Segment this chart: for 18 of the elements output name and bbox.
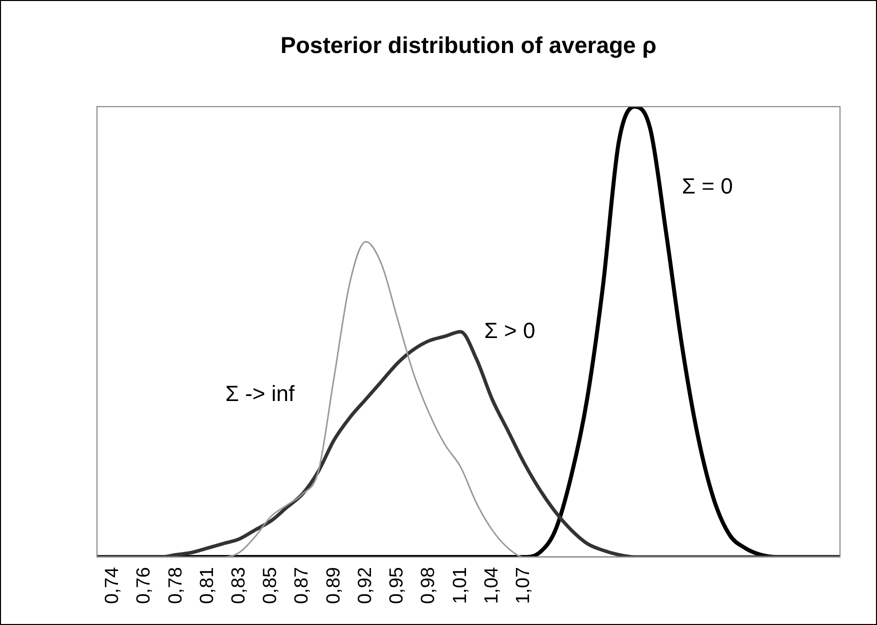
x-tick-label: 0,95 xyxy=(386,567,408,604)
x-tick-label: 0,89 xyxy=(323,567,344,604)
x-tick-label: 1,04 xyxy=(481,566,502,604)
x-tick-label: 0,87 xyxy=(292,567,313,604)
x-tick-label: 0,74 xyxy=(102,566,124,604)
x-tick-label: 0,98 xyxy=(418,567,440,604)
x-tick-label: 1,07 xyxy=(513,567,534,604)
series-label: Σ = 0 xyxy=(682,174,733,199)
x-tick-label: 0,76 xyxy=(134,567,155,604)
x-tick-label: 0,92 xyxy=(354,567,376,604)
chart-title: Posterior distribution of average ρ xyxy=(280,32,656,58)
series-label: Σ -> inf xyxy=(225,380,296,406)
x-tick-label: 0,83 xyxy=(228,567,250,604)
x-tick-label: 1,01 xyxy=(450,567,471,604)
x-tick-label: 0,81 xyxy=(196,567,218,604)
x-tick-label: 0,85 xyxy=(260,567,282,604)
series-label: Σ > 0 xyxy=(484,318,536,343)
x-tick-label: 0,78 xyxy=(165,567,186,604)
